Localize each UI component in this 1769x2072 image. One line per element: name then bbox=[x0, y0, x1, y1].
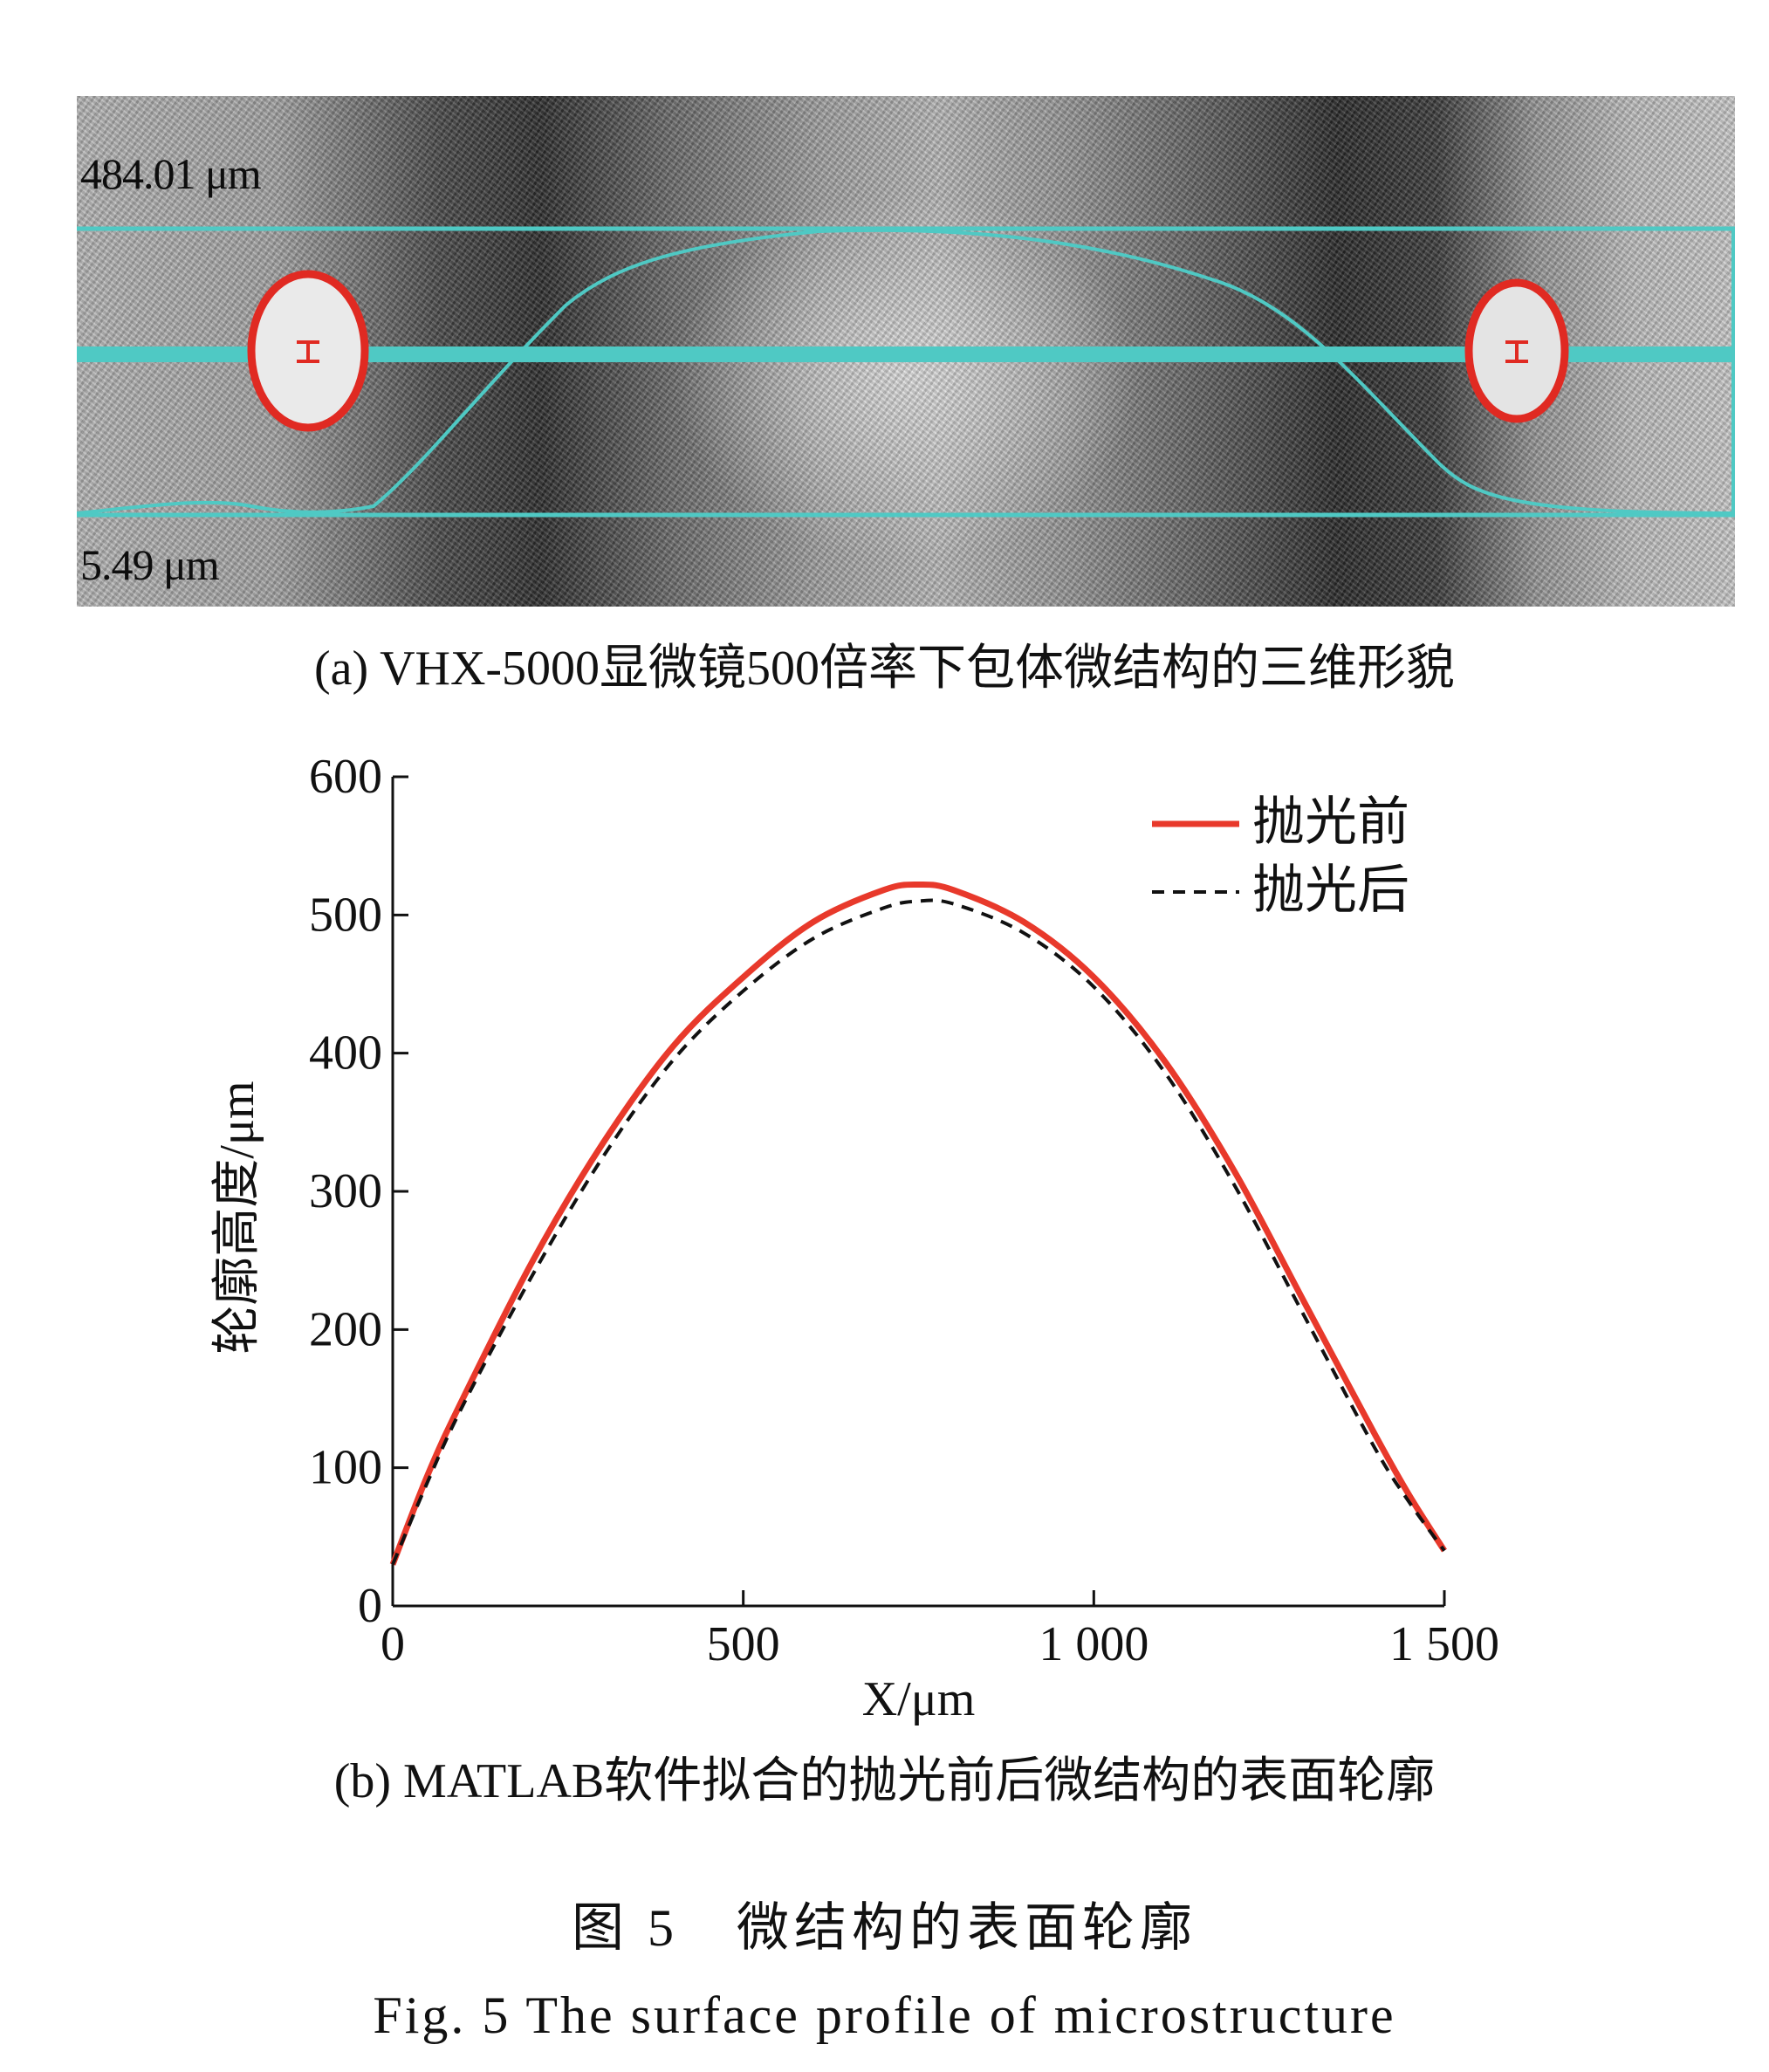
chart-series bbox=[389, 881, 1447, 1566]
legend-label-1: 抛光前 bbox=[1252, 793, 1409, 851]
series-line-1 bbox=[389, 881, 1447, 1566]
x-tick-label: 1 000 bbox=[1039, 1617, 1148, 1671]
y-tick-label: 200 bbox=[309, 1302, 382, 1356]
microscope-image: 484.01 μm 5.49 μm bbox=[77, 96, 1735, 607]
panel-a-caption: (a) VHX-5000显微镜500倍率下包体微结构的三维形貌 bbox=[313, 641, 1456, 696]
bottom-height-label: 5.49 μm bbox=[80, 540, 220, 589]
series-line-2 bbox=[391, 898, 1446, 1566]
chart-axes: 0 100 200 300 400 500 600 0 500 1 000 1 500 bbox=[309, 750, 1499, 1671]
figure-caption-cn: 图 5 微结构的表面轮廓 bbox=[572, 1899, 1197, 1957]
y-tick-label: 600 bbox=[309, 750, 382, 804]
x-tick-label: 500 bbox=[707, 1617, 780, 1671]
x-tick-label: 0 bbox=[381, 1617, 405, 1671]
top-height-label: 484.01 μm bbox=[80, 149, 262, 198]
left-cross-marker bbox=[297, 340, 319, 363]
panel-b-caption: (b) MATLAB软件拟合的抛光前后微结构的表面轮廓 bbox=[333, 1754, 1436, 1808]
y-tick-label: 100 bbox=[309, 1441, 382, 1495]
y-axis-label: 轮廓高度/μm bbox=[210, 1081, 264, 1354]
y-tick-label: 400 bbox=[309, 1026, 382, 1081]
microscope-overlay bbox=[77, 226, 1735, 518]
y-tick-label: 0 bbox=[358, 1579, 382, 1633]
x-tick-label: 1 500 bbox=[1389, 1617, 1499, 1671]
profile-trace bbox=[77, 228, 1735, 515]
legend-label-2: 抛光后 bbox=[1252, 861, 1409, 919]
right-cross-marker bbox=[1505, 340, 1528, 363]
y-tick-label: 500 bbox=[309, 888, 382, 942]
profile-chart: 0 100 200 300 400 500 600 0 500 1 000 1 500 抛光前抛光后… bbox=[210, 750, 1499, 1726]
y-tick-label: 300 bbox=[309, 1164, 382, 1218]
figure-caption-en: Fig. 5 The surface profile of microstruc… bbox=[373, 1986, 1396, 2044]
x-axis-label: X/μm bbox=[862, 1672, 976, 1726]
